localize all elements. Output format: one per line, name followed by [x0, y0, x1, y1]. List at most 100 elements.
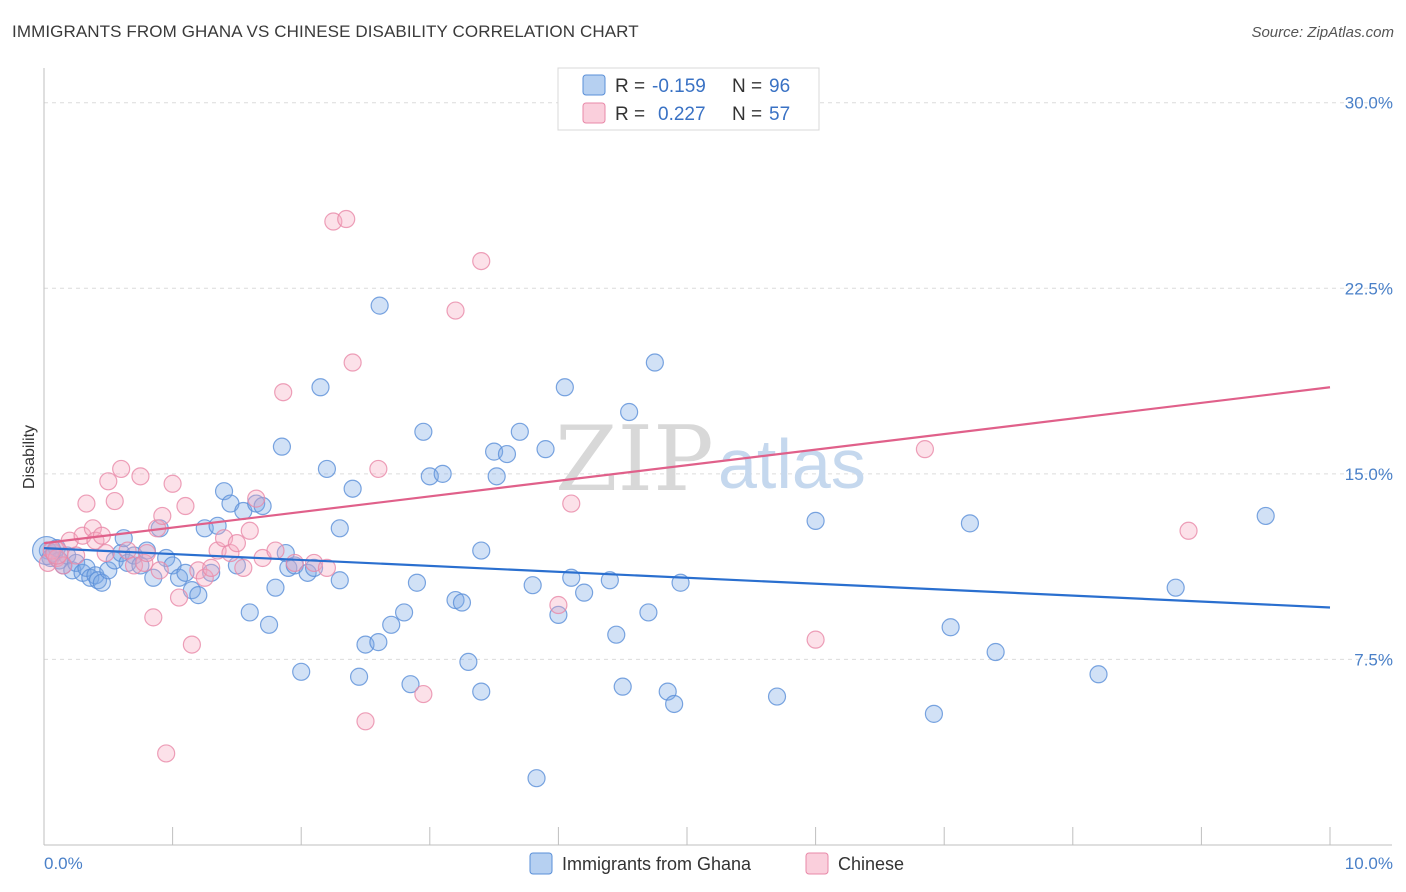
chinese-point: [150, 561, 169, 580]
ghana-point: [343, 479, 362, 498]
ghana-point: [986, 642, 1005, 662]
ghana-point: [1166, 578, 1185, 597]
legend-r-value-chinese: 0.227: [658, 104, 706, 125]
ghana-point: [459, 652, 478, 672]
chinese-point: [806, 630, 825, 649]
ghana-point: [536, 440, 555, 459]
chinese-point: [195, 568, 214, 587]
legend-swatch-chinese: [582, 102, 606, 124]
ghana-point: [330, 519, 349, 538]
chinese-point: [240, 521, 259, 540]
chinese-point: [446, 301, 465, 320]
trend-lines: [43, 386, 1331, 609]
ghana-point: [806, 511, 825, 530]
chinese-point: [337, 209, 356, 229]
chinese-point: [472, 251, 491, 271]
ghana-point: [924, 704, 944, 723]
ghana-point: [414, 422, 433, 441]
chart-title: IMMIGRANTS FROM GHANA VS CHINESE DISABIL…: [12, 22, 639, 41]
ghana-point: [99, 561, 118, 580]
ghana-point: [330, 571, 349, 590]
ghana-point: [575, 583, 594, 602]
watermark-atlas: atlas: [718, 425, 866, 503]
ghana-point: [941, 618, 960, 637]
ghana-point: [620, 402, 639, 422]
ghana-point: [555, 378, 574, 397]
chinese-point: [234, 558, 253, 577]
ghana-point: [311, 378, 330, 397]
ghana-point: [394, 603, 414, 622]
ghana-point: [253, 496, 272, 516]
ghana-point: [272, 437, 292, 456]
legend-r-label: R =: [615, 104, 645, 125]
ghana-point: [189, 586, 208, 605]
ghana-point: [349, 667, 369, 686]
chinese-point: [131, 467, 150, 486]
legend-n-label: N =: [732, 76, 762, 97]
source-label: Source: ZipAtlas.com: [1251, 24, 1394, 41]
x-tick-label: 10.0%: [1345, 854, 1393, 873]
watermark-zip: ZIP: [555, 407, 714, 512]
ghana-point: [292, 662, 311, 681]
x-tick-label: 0.0%: [44, 854, 83, 873]
ghana-point: [767, 687, 787, 706]
bottom-legend-swatch-ghana: [529, 852, 553, 875]
ghana-point: [1256, 506, 1275, 526]
ghana-point: [472, 541, 491, 560]
ghana-point: [407, 573, 427, 592]
legend-r-label: R =: [615, 76, 645, 97]
chinese-point: [414, 684, 433, 704]
ghana-point: [607, 625, 626, 644]
chinese-point: [169, 588, 189, 607]
chinese-point: [96, 543, 115, 563]
legend-swatch-ghana: [582, 74, 606, 96]
chinese-point: [247, 489, 266, 508]
chinese-point: [112, 459, 131, 479]
ghana-point: [433, 464, 452, 483]
ghana-trend-line: [43, 546, 1331, 609]
ghana-point: [487, 467, 506, 486]
ghana-point: [472, 682, 491, 701]
chinese-point: [105, 491, 124, 511]
y-tick-label: 15.0%: [1345, 465, 1393, 484]
chinese-point: [356, 712, 375, 731]
chinese-trend-line: [43, 386, 1331, 545]
chinese-point: [182, 635, 201, 654]
chinese-point: [274, 383, 293, 402]
chinese-point: [176, 496, 195, 516]
bottom-legend: Immigrants from Ghana Chinese: [529, 852, 904, 875]
ghana-point: [665, 694, 684, 714]
chinese-point: [227, 534, 246, 553]
chinese-point: [343, 353, 362, 372]
grid-lines: [44, 102, 1392, 660]
chinese-point: [157, 744, 176, 763]
chinese-point: [285, 553, 304, 573]
chinese-point: [77, 494, 96, 513]
bottom-legend-swatch-chinese: [805, 852, 829, 875]
ghana-point: [382, 615, 401, 634]
ghana-point: [645, 353, 664, 372]
ghana-point: [613, 677, 632, 696]
watermark: ZIP atlas: [555, 407, 866, 512]
chinese-point: [369, 459, 388, 479]
ghana-point: [266, 578, 285, 597]
series-ghana-points: [31, 296, 1275, 788]
ghana-point: [240, 603, 259, 622]
ghana-point: [600, 571, 619, 590]
chinese-point: [266, 541, 285, 560]
chinese-point: [1179, 521, 1198, 540]
chinese-point: [99, 472, 118, 491]
ghana-point: [497, 444, 517, 464]
ghana-point: [259, 615, 279, 634]
ghana-point: [401, 675, 420, 694]
chinese-point: [549, 595, 568, 615]
ghana-point: [369, 633, 388, 652]
ghana-point: [960, 514, 980, 533]
bottom-legend-ghana: Immigrants from Ghana: [562, 854, 752, 874]
ghana-point: [144, 568, 163, 587]
y-tick-label: 7.5%: [1354, 650, 1393, 669]
y-tick-label: 30.0%: [1345, 94, 1393, 113]
ghana-point: [452, 593, 472, 612]
y-tick-label: 22.5%: [1345, 279, 1393, 298]
